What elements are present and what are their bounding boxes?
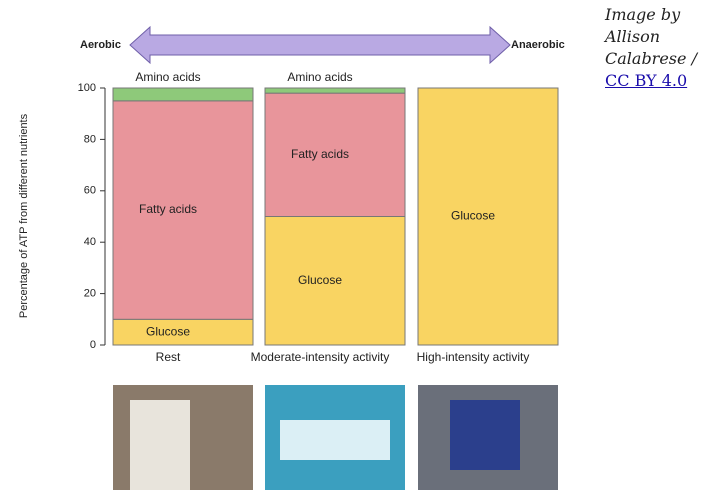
y-tick-label: 20 <box>84 288 96 300</box>
bar-segment <box>264 92 406 217</box>
y-tick-label: 100 <box>78 82 96 94</box>
license-link[interactable]: CC BY 4.0 <box>605 71 688 90</box>
bar-segment <box>264 87 406 94</box>
bar-segment <box>417 87 559 346</box>
bar-segment <box>112 87 254 102</box>
segment-label: Glucose <box>146 324 190 338</box>
aerobic-arrow <box>129 25 511 65</box>
photo-detail <box>450 400 520 470</box>
segment-label: Fatty acids <box>291 147 349 161</box>
segment-label: Glucose <box>298 273 342 287</box>
y-tick-label: 80 <box>84 133 96 145</box>
x-tick-label: Moderate-intensity activity <box>250 350 390 364</box>
photo-detail <box>280 420 390 460</box>
attribution-text: Image by Allison Calabrese / <box>605 5 697 68</box>
segment-label: Fatty acids <box>139 202 197 216</box>
segment-label: Glucose <box>451 209 495 223</box>
attribution: Image by Allison Calabrese / CC BY 4.0 <box>605 4 721 92</box>
photo-detail <box>130 400 190 490</box>
y-tick-label: 40 <box>84 236 96 248</box>
y-tick-label: 60 <box>84 185 96 197</box>
segment-label: Amino acids <box>135 70 200 84</box>
y-axis-label: Percentage of ATP from different nutrien… <box>18 113 30 318</box>
segment-label: Amino acids <box>287 70 352 84</box>
x-tick-label: High-intensity activity <box>416 350 530 364</box>
y-tick-label: 0 <box>90 339 96 351</box>
x-tick-label: Rest <box>155 350 181 364</box>
aerobic-label: Aerobic <box>80 39 121 51</box>
anaerobic-label: Anaerobic <box>511 39 565 51</box>
chart: Aerobic Anaerobic Percentage of ATP from… <box>18 25 565 490</box>
